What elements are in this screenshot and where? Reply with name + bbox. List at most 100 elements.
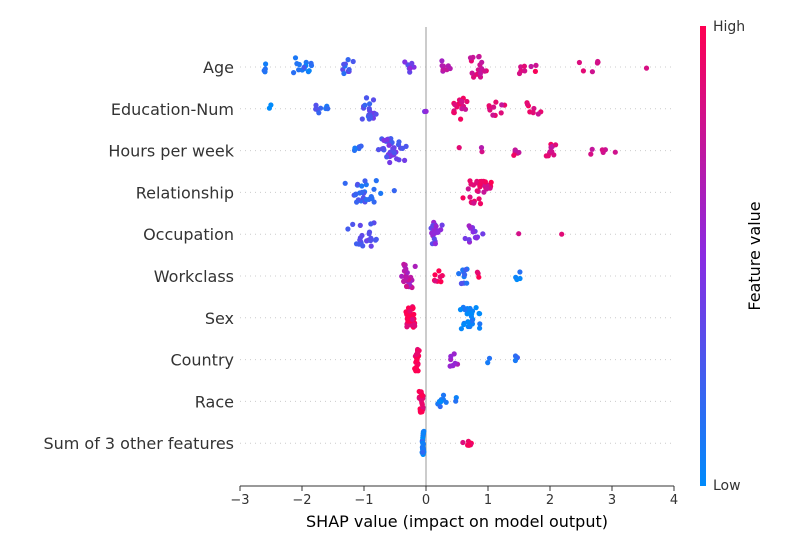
- shap-point: [359, 232, 365, 239]
- shap-point: [458, 280, 464, 287]
- feature-label: Sum of 3 other features: [43, 434, 234, 453]
- shap-point: [491, 104, 497, 110]
- shap-point: [384, 137, 390, 143]
- shap-point: [308, 60, 314, 66]
- shap-point: [511, 152, 517, 158]
- shap-point: [373, 111, 379, 117]
- shap-point: [412, 263, 418, 269]
- shap-point: [612, 149, 618, 155]
- shap-point: [431, 236, 437, 242]
- shap-point: [531, 105, 537, 112]
- shap-point: [386, 142, 392, 148]
- feature-label: Age: [203, 58, 234, 77]
- shap-point: [470, 54, 476, 60]
- shap-point: [469, 318, 475, 324]
- shap-point: [401, 261, 407, 267]
- shap-point: [294, 61, 300, 67]
- feature-label: Country: [170, 351, 234, 370]
- shap-point: [420, 441, 426, 447]
- x-tick-label: 3: [608, 493, 616, 508]
- shap-point: [559, 231, 565, 237]
- shap-point: [378, 190, 384, 196]
- shap-point: [407, 65, 413, 71]
- colorbar-low-label: Low: [713, 478, 741, 494]
- shap-point: [368, 243, 374, 249]
- shap-point: [325, 106, 331, 112]
- shap-point: [345, 226, 351, 232]
- shap-point: [350, 58, 356, 65]
- x-axis-title: SHAP value (impact on model output): [306, 512, 608, 531]
- shap-point: [359, 183, 365, 189]
- x-tick-label: −1: [354, 493, 373, 508]
- shap-point: [342, 180, 348, 186]
- shap-point: [458, 326, 464, 332]
- shap-point: [357, 237, 363, 243]
- shap-point: [437, 403, 443, 410]
- shap-point: [419, 401, 425, 408]
- shap-point: [512, 357, 519, 364]
- shap-point: [263, 61, 269, 67]
- shap-point: [467, 194, 473, 200]
- shap-point: [516, 231, 522, 237]
- shap-point: [522, 68, 528, 74]
- shap-point: [404, 315, 411, 321]
- shap-point: [482, 68, 488, 74]
- shap-point: [576, 59, 583, 66]
- shap-point: [466, 237, 472, 243]
- shap-point: [357, 222, 363, 228]
- shap-point: [469, 70, 475, 76]
- shap-point: [476, 310, 482, 317]
- shap-point: [462, 235, 468, 242]
- shap-point: [551, 152, 557, 158]
- shap-point: [296, 67, 302, 73]
- shap-point: [589, 69, 596, 75]
- feature-label: Sex: [205, 309, 234, 328]
- shap-point: [438, 399, 444, 405]
- shap-point: [588, 151, 594, 157]
- x-tick-label: −3: [230, 493, 249, 508]
- shap-point: [345, 57, 351, 63]
- shap-point: [362, 102, 368, 108]
- shap-point: [346, 67, 352, 73]
- colorbar-high-label: High: [713, 19, 745, 35]
- shap-point: [580, 68, 587, 74]
- shap-point: [409, 316, 415, 322]
- shap-point: [460, 439, 466, 446]
- shap-point: [423, 108, 429, 114]
- shap-point: [481, 189, 487, 195]
- shap-point: [474, 188, 480, 194]
- shap-point: [375, 147, 382, 153]
- shap-point: [530, 110, 536, 116]
- shap-point: [438, 279, 444, 285]
- shap-point: [461, 321, 467, 328]
- shap-point: [477, 325, 483, 331]
- shap-point: [457, 307, 464, 313]
- shap-point: [366, 229, 373, 235]
- shap-point: [419, 393, 425, 399]
- shap-point: [464, 98, 470, 105]
- shap-point: [432, 272, 438, 278]
- shap-point: [432, 278, 438, 284]
- shap-point: [533, 62, 539, 68]
- shap-point: [479, 149, 485, 155]
- row-guidelines: [240, 66, 674, 444]
- shap-point: [391, 145, 397, 151]
- shap-point: [370, 97, 377, 103]
- shap-point: [517, 269, 523, 275]
- shap-point: [439, 63, 445, 69]
- shap-point: [301, 64, 307, 70]
- shap-point: [363, 197, 369, 203]
- shap-point: [371, 186, 377, 192]
- shap-point: [316, 110, 322, 116]
- feature-labels: Age Education-Num Hours per week Relationsh…: [43, 58, 234, 453]
- shap-point: [313, 102, 319, 108]
- shap-point: [407, 69, 413, 75]
- shap-point: [459, 106, 465, 112]
- shap-point: [486, 355, 493, 361]
- shap-point: [553, 142, 559, 148]
- shap-point: [380, 145, 387, 152]
- shap-point: [466, 223, 472, 229]
- shap-point: [479, 178, 485, 184]
- x-tick-label: −2: [292, 493, 311, 508]
- feature-label: Hours per week: [108, 142, 234, 161]
